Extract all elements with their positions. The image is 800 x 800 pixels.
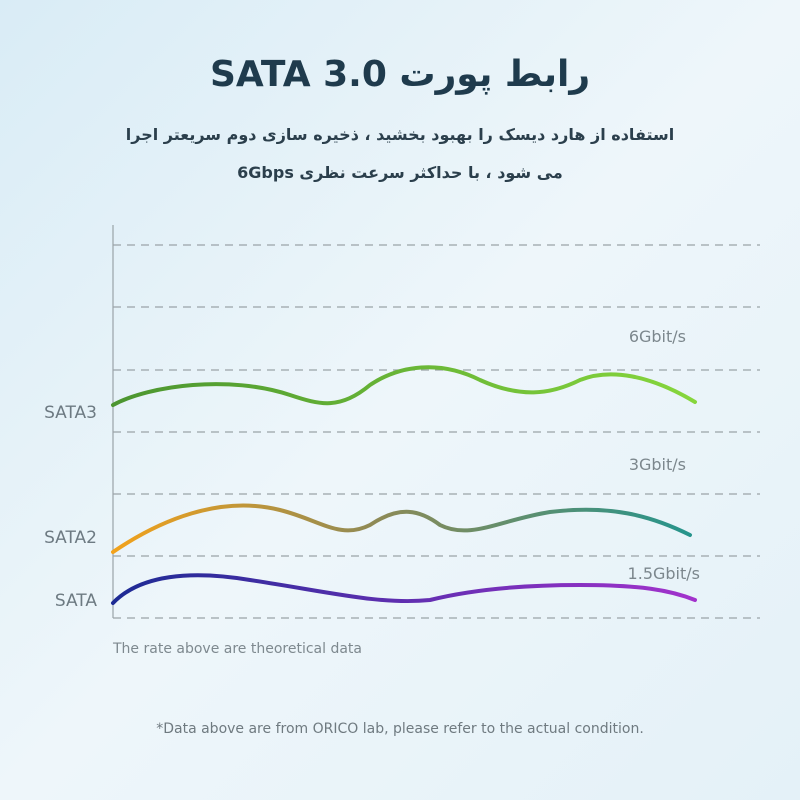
sata2-curve xyxy=(111,503,692,554)
sata3-curve xyxy=(111,365,697,407)
speed-label: 6Gbit/s xyxy=(629,327,686,346)
row-label: SATA3 xyxy=(44,403,97,423)
dashed-lines xyxy=(113,244,760,619)
subtitle-line: می شود ، با حداکثر سرعت نظری 6Gbps xyxy=(237,163,563,182)
row-label: SATA2 xyxy=(44,528,97,548)
footer: *Data above are from ORICO lab, please r… xyxy=(156,721,644,737)
row-label: SATA xyxy=(55,591,97,611)
speed-label: 1.5Gbit/s xyxy=(628,564,700,583)
title: رابط پورت SATA 3.0 xyxy=(210,54,590,95)
speed-label: 3Gbit/s xyxy=(629,455,686,474)
subtitle-line: استفاده از هارد دیسک را بهبود بخشید ، ذخ… xyxy=(126,125,674,144)
note: The rate above are theoretical data xyxy=(112,641,362,657)
sata-curve xyxy=(111,573,697,605)
